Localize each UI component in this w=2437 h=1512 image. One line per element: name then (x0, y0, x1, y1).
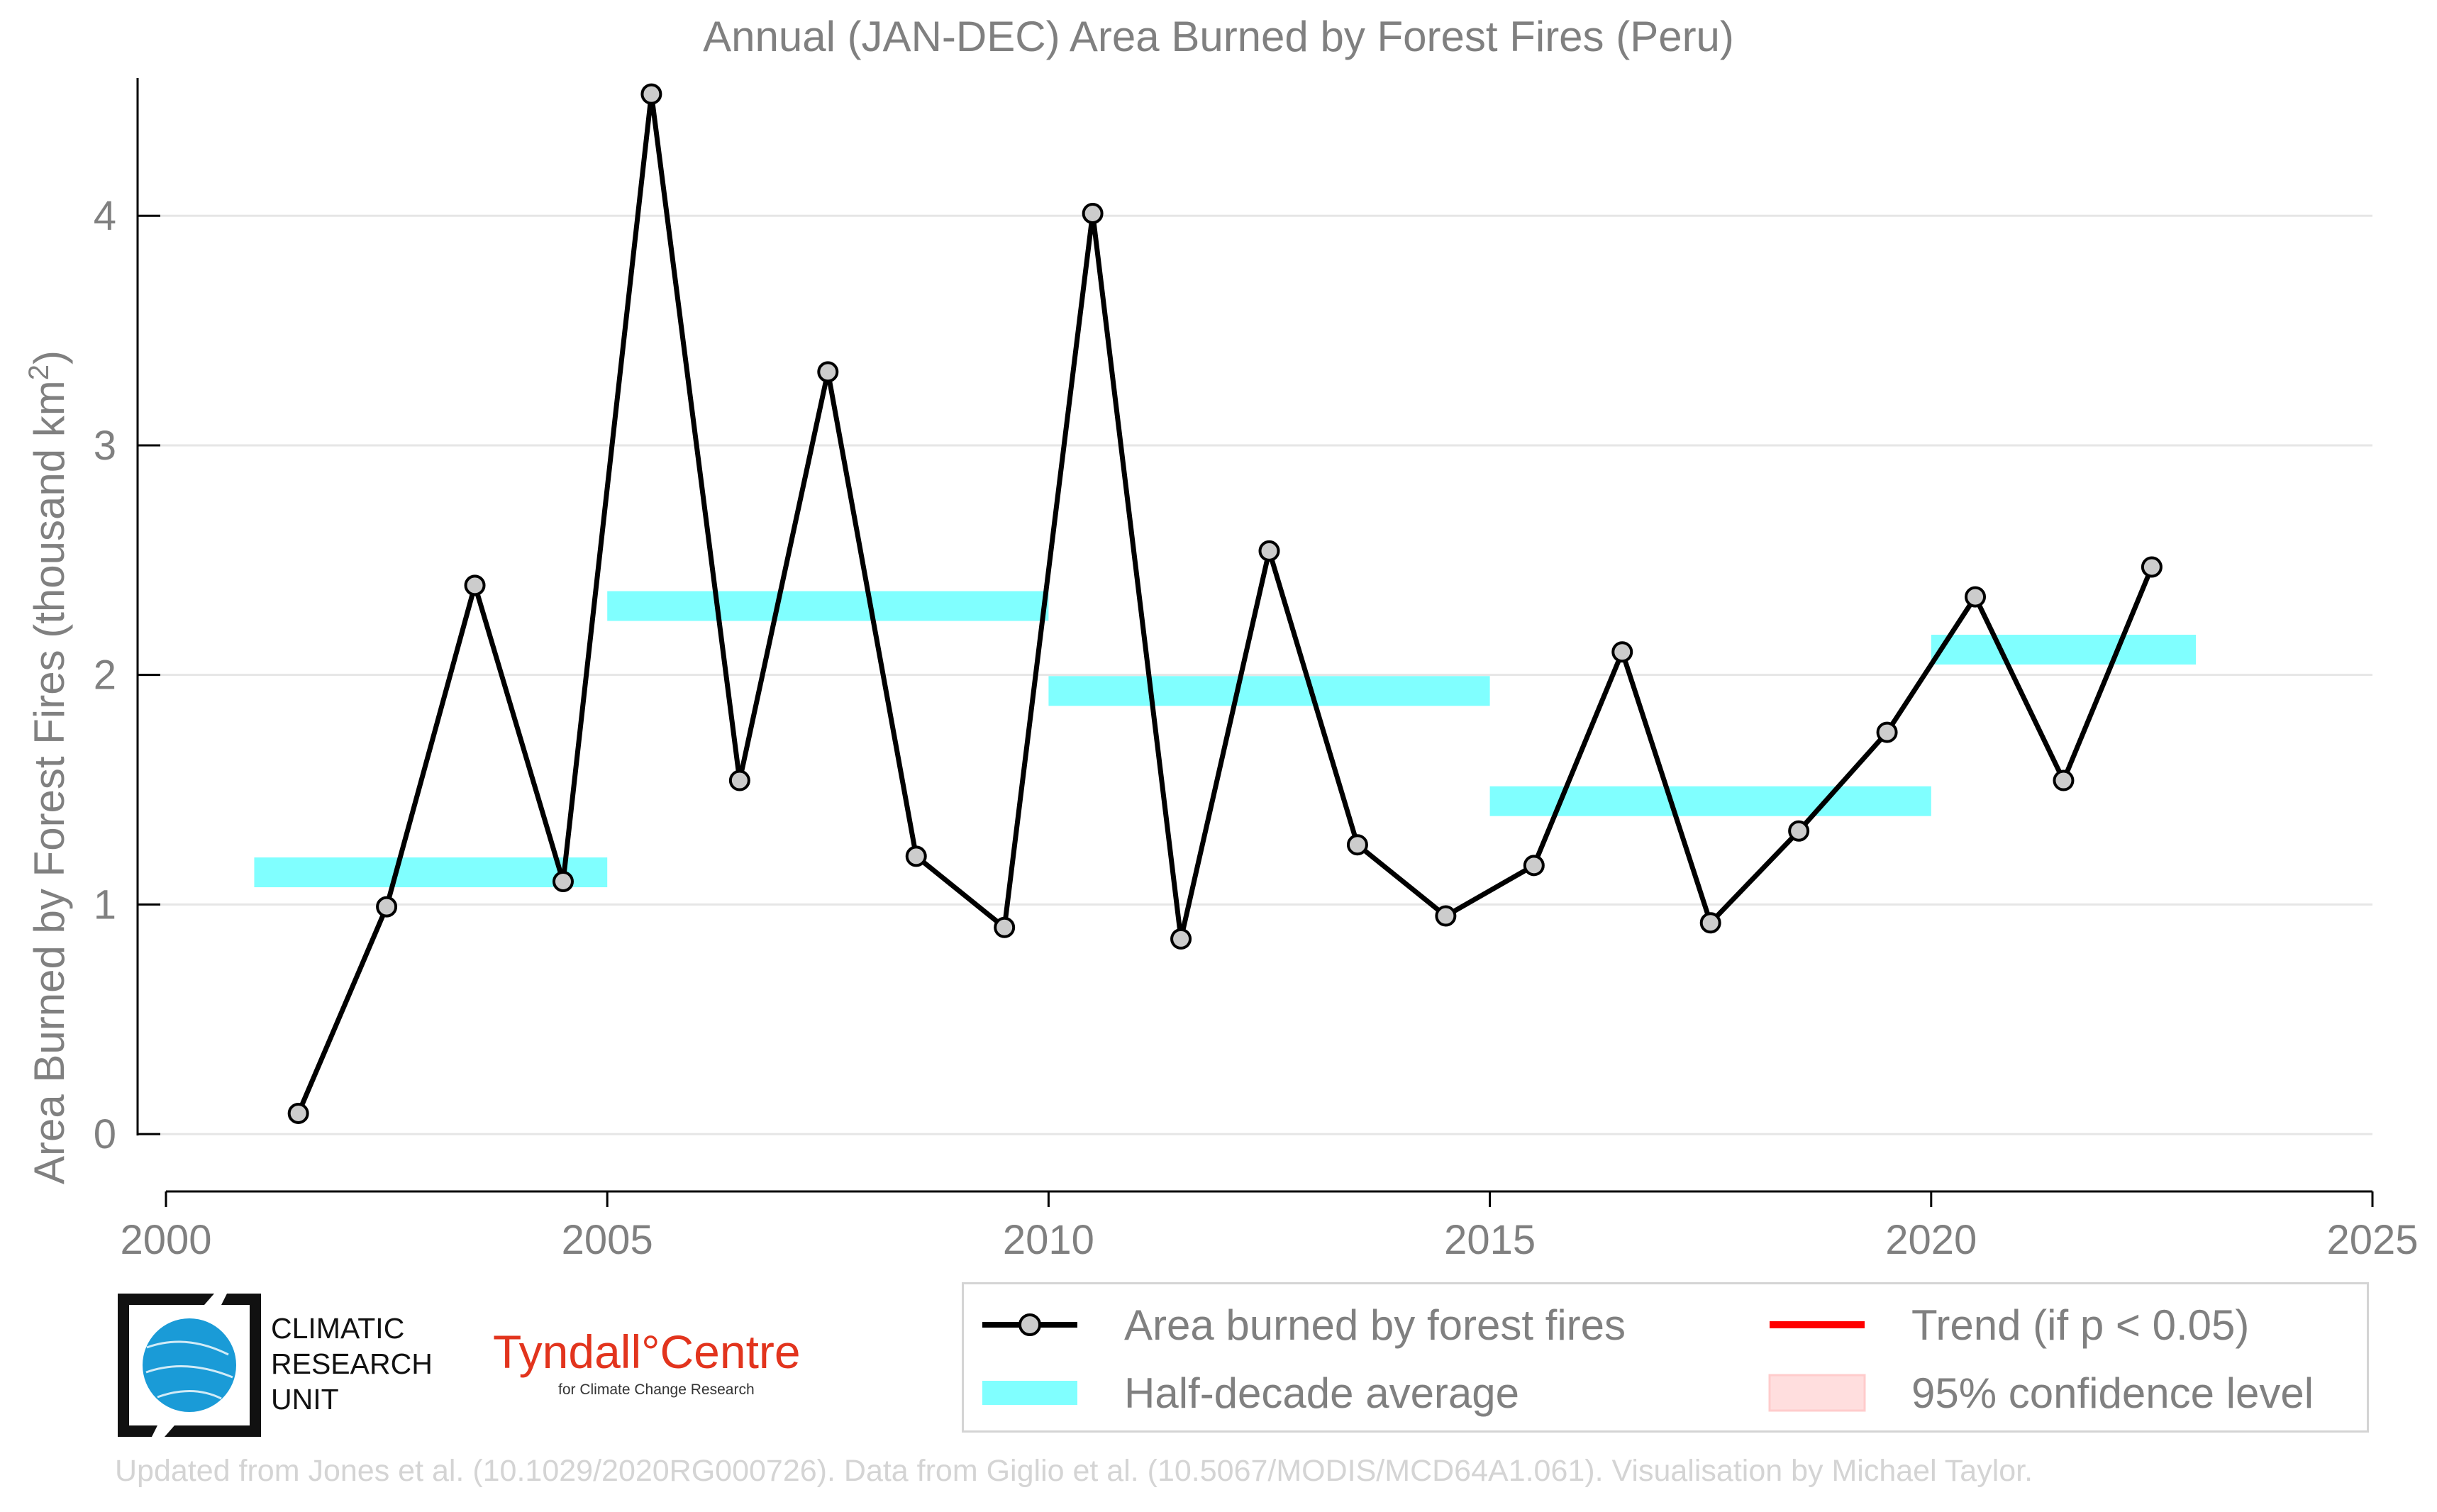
x-tick-label: 2000 (120, 1217, 211, 1263)
y-tick-label: 2 (94, 652, 116, 699)
legend-item-area-burned: Area burned by forest fires (977, 1293, 1626, 1357)
y-axis-title: Area Burned by Forest Fires (thousand km… (23, 350, 73, 1184)
data-point (1523, 855, 1545, 877)
x-tick-label: 2020 (1885, 1217, 1977, 1263)
data-point (817, 361, 839, 383)
data-point (640, 83, 662, 105)
x-tick-label: 2010 (1003, 1217, 1094, 1263)
series-points (287, 83, 2163, 1124)
y-axis-title-close: ) (26, 350, 73, 365)
legend-label-half-decade: Half-decade average (1124, 1369, 1520, 1417)
y-tick-label: 3 (94, 423, 116, 469)
legend-pink-box-icon (1764, 1361, 1870, 1425)
area-burned-line (296, 91, 2155, 1115)
y-axis-title-main: Area Burned by Forest Fires (thousand km (26, 380, 73, 1184)
cru-name: CLIMATIC RESEARCH UNIT (271, 1311, 433, 1417)
legend-item-half-decade: Half-decade average (977, 1361, 1519, 1425)
data-point (1611, 641, 1633, 663)
data-point (905, 845, 927, 867)
half-decade-bar (1048, 676, 1490, 706)
data-point (2141, 556, 2163, 578)
data-point (1876, 721, 1898, 743)
legend-red-line-icon (1764, 1293, 1870, 1357)
half-decade-bar (254, 857, 608, 888)
data-point (2053, 769, 2075, 791)
data-point (1699, 912, 1721, 934)
legend-item-confidence: 95% confidence level (1764, 1361, 2314, 1425)
data-point (1258, 540, 1280, 562)
cru-globe-icon (118, 1294, 261, 1437)
footer-credit: Updated from Jones et al. (10.1029/2020R… (115, 1454, 2033, 1488)
data-point (1435, 905, 1457, 927)
data-point (376, 896, 398, 918)
x-tick-label: 2015 (1444, 1217, 1536, 1263)
chart-title: Annual (JAN-DEC) Area Burned by Forest F… (703, 13, 1734, 60)
data-point (1965, 586, 1987, 608)
legend-line-marker-icon (977, 1293, 1083, 1357)
tyndall-tagline: for Climate Change Research (558, 1382, 755, 1398)
data-point (464, 574, 486, 596)
legend: Area burned by forest fires Half-decade … (962, 1282, 2369, 1433)
data-point (994, 916, 1016, 938)
cru-line-1: CLIMATIC (271, 1312, 405, 1345)
half-decade-bar (1931, 635, 2197, 665)
data-point (728, 769, 750, 791)
y-tick-label: 0 (94, 1111, 116, 1157)
data-point (1788, 820, 1810, 842)
tyndall-logo: Tyndall°Centre for Climate Change Resear… (493, 1325, 801, 1403)
cru-line-3: UNIT (271, 1383, 339, 1416)
tyndall-name: Tyndall°Centre (493, 1325, 801, 1378)
cru-line-2: RESEARCH (271, 1347, 433, 1380)
legend-item-trend: Trend (if p < 0.05) (1764, 1293, 2249, 1357)
y-tick-label: 4 (94, 193, 116, 239)
legend-label-trend: Trend (if p < 0.05) (1911, 1301, 2250, 1349)
data-point (287, 1102, 309, 1124)
grid-lines (138, 214, 2372, 1135)
x-tick-label: 2025 (2326, 1217, 2418, 1263)
half-decade-bars (254, 591, 2197, 888)
y-tick-label: 1 (94, 882, 116, 928)
axes: 0 1 2 3 4 2000 2005 2010 2015 2020 2025 (94, 78, 2419, 1263)
cru-logo: CLIMATIC RESEARCH UNIT (115, 1291, 448, 1440)
legend-cyan-bar-icon (977, 1361, 1083, 1425)
half-decade-bar (607, 591, 1049, 621)
series-line (296, 91, 2155, 1115)
legend-label-area-burned: Area burned by forest fires (1124, 1301, 1626, 1349)
data-point (552, 870, 574, 892)
legend-label-confidence: 95% confidence level (1911, 1369, 2314, 1417)
data-point (1346, 834, 1368, 856)
data-point (1170, 928, 1192, 950)
y-axis-title-superscript: 2 (23, 365, 55, 380)
data-point (1082, 202, 1104, 224)
x-tick-label: 2005 (562, 1217, 653, 1263)
